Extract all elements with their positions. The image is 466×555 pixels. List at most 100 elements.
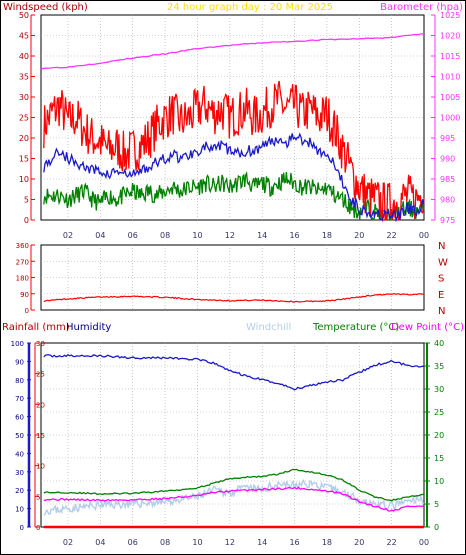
wind-x-tick-label: 00 bbox=[419, 231, 429, 240]
temperature-tick-label: 30 bbox=[434, 385, 444, 394]
humidity-axis: 0 10 20 30 40 50 60 70 80 90 100 bbox=[11, 340, 31, 532]
direction-left-tick-label: 90 bbox=[20, 291, 29, 299]
wind-x-tick-label: 18 bbox=[322, 231, 332, 240]
temperature-tick-label: 0 bbox=[434, 523, 439, 532]
temp-x-tick-label: 12 bbox=[225, 538, 235, 547]
temp-grid bbox=[41, 343, 424, 527]
temperature-tick-label: 15 bbox=[434, 454, 444, 463]
direction-left-tick-label: 360 bbox=[16, 242, 29, 250]
windchill-header: Windchill bbox=[246, 322, 291, 333]
temp-x-axis: 02 04 06 08 10 12 14 16 18 20 22 00 bbox=[63, 538, 429, 547]
rainfall-tick-label: 15 bbox=[36, 432, 45, 440]
direction-compass-label: S bbox=[438, 274, 444, 285]
direction-compass-label: N bbox=[438, 241, 445, 252]
wind-x-tick-label: 12 bbox=[225, 231, 235, 240]
temperature-tick-label: 5 bbox=[434, 500, 439, 509]
windspeed-header: Windspeed (kph) bbox=[3, 2, 88, 13]
temp-x-tick-label: 02 bbox=[63, 538, 73, 547]
temp-series-windchill bbox=[43, 478, 425, 516]
rainfall-header: Rainfall (mm) bbox=[2, 322, 70, 333]
temperature-axis: 0 5 10 15 20 25 30 35 40 bbox=[424, 339, 444, 532]
wind-left-axis: 0 5 10 15 20 25 30 35 40 45 50 bbox=[19, 11, 35, 225]
temp-x-tick-label: 00 bbox=[419, 538, 429, 547]
rainfall-tick-label: 5 bbox=[36, 493, 40, 501]
wind-series bbox=[40, 33, 425, 223]
temp-x-tick-label: 10 bbox=[192, 538, 202, 547]
direction-series-line bbox=[43, 293, 425, 303]
direction-series bbox=[43, 293, 425, 303]
temperature-tick-label: 25 bbox=[434, 408, 444, 417]
wind-x-tick-label: 04 bbox=[95, 231, 105, 240]
humidity-tick-label: 100 bbox=[11, 340, 24, 348]
humidity-header: Humidity bbox=[66, 322, 111, 333]
rainfall-axis: 0 5 10 15 20 25 30 bbox=[34, 340, 45, 532]
wind-right-tick-label: 1025 bbox=[440, 11, 460, 20]
humidity-tick-label: 60 bbox=[15, 414, 24, 422]
temperature-tick-label: 40 bbox=[434, 339, 444, 348]
graph-title: 24 hour graph day : 20 Mar 2025 bbox=[167, 2, 333, 13]
temp-x-tick-label: 04 bbox=[95, 538, 105, 547]
direction-left-tick-label: 0 bbox=[25, 307, 29, 315]
wind-right-tick-label: 980 bbox=[440, 196, 455, 205]
temp-x-tick-label: 14 bbox=[257, 538, 267, 547]
temp-series-dewpoint bbox=[43, 486, 425, 512]
humidity-tick-label: 90 bbox=[15, 358, 24, 366]
direction-compass-label: W bbox=[438, 257, 448, 268]
wind-series-direction-bar bbox=[43, 170, 425, 221]
rainfall-tick-label: 20 bbox=[36, 401, 45, 409]
wind-right-tick-label: 1010 bbox=[440, 73, 460, 82]
temperature-header: Temperature (°C) bbox=[312, 322, 399, 333]
humidity-tick-label: 40 bbox=[15, 450, 24, 458]
direction-left-tick-label: 270 bbox=[16, 258, 29, 266]
wind-series-gust bbox=[43, 80, 425, 223]
wind-right-tick-label: 985 bbox=[440, 175, 455, 184]
humidity-tick-label: 70 bbox=[15, 395, 24, 403]
wind-left-tick-label: 25 bbox=[19, 114, 29, 123]
wind-x-tick-label: 14 bbox=[257, 231, 267, 240]
barometer-header: Barometer (hpa) bbox=[380, 2, 463, 13]
temp-x-tick-label: 16 bbox=[289, 538, 299, 547]
wind-x-tick-label: 16 bbox=[289, 231, 299, 240]
wind-left-tick-label: 50 bbox=[19, 11, 29, 20]
rainfall-tick-label: 25 bbox=[36, 371, 45, 379]
wind-left-tick-label: 5 bbox=[24, 196, 29, 205]
rainfall-tick-label: 30 bbox=[36, 340, 45, 348]
wind-x-tick-label: 02 bbox=[63, 231, 73, 240]
dewpoint-header: Dew Point (°C) bbox=[391, 322, 464, 333]
temp-series-humidity bbox=[43, 354, 424, 391]
temp-x-tick-label: 08 bbox=[160, 538, 170, 547]
wind-right-tick-label: 1015 bbox=[440, 52, 460, 61]
temperature-tick-label: 35 bbox=[434, 362, 444, 371]
temp-x-tick-label: 18 bbox=[322, 538, 332, 547]
wind-right-axis: 975 980 985 990 995 1000 1005 1010 1015 1020 1025 bbox=[431, 11, 460, 225]
temp-panel: 0 10 20 30 40 50 60 70 80 90 100 0 5 10 15 20 25 30 0 5 10… bbox=[11, 339, 445, 547]
wind-x-tick-label: 06 bbox=[128, 231, 138, 240]
temp-series-temperature bbox=[43, 468, 425, 502]
wind-left-tick-label: 45 bbox=[19, 32, 29, 41]
temp-series bbox=[43, 354, 425, 529]
temperature-tick-label: 10 bbox=[434, 477, 444, 486]
wind-right-tick-label: 1020 bbox=[440, 32, 460, 41]
direction-left-axis: 0 90 180 270 360 bbox=[16, 242, 35, 315]
wind-left-tick-label: 10 bbox=[19, 175, 29, 184]
rainfall-tick-label: 10 bbox=[36, 463, 45, 471]
wind-x-tick-label: 22 bbox=[387, 231, 397, 240]
temperature-tick-label: 20 bbox=[434, 431, 444, 440]
wind-series-average bbox=[43, 132, 425, 223]
wind-left-tick-label: 30 bbox=[19, 93, 29, 102]
wind-left-tick-label: 0 bbox=[24, 216, 29, 225]
temp-x-tick-label: 22 bbox=[387, 538, 397, 547]
temp-x-tick-label: 06 bbox=[128, 538, 138, 547]
humidity-tick-label: 0 bbox=[20, 524, 24, 532]
wind-right-tick-label: 995 bbox=[440, 134, 455, 143]
temp-x-tick-label: 20 bbox=[354, 538, 364, 547]
wind-left-tick-label: 40 bbox=[19, 52, 29, 61]
wind-right-tick-label: 1000 bbox=[440, 114, 460, 123]
humidity-tick-label: 20 bbox=[15, 487, 24, 495]
humidity-tick-label: 80 bbox=[15, 377, 24, 385]
wind-x-axis: 02 04 06 08 10 12 14 16 18 20 22 00 bbox=[63, 231, 429, 240]
